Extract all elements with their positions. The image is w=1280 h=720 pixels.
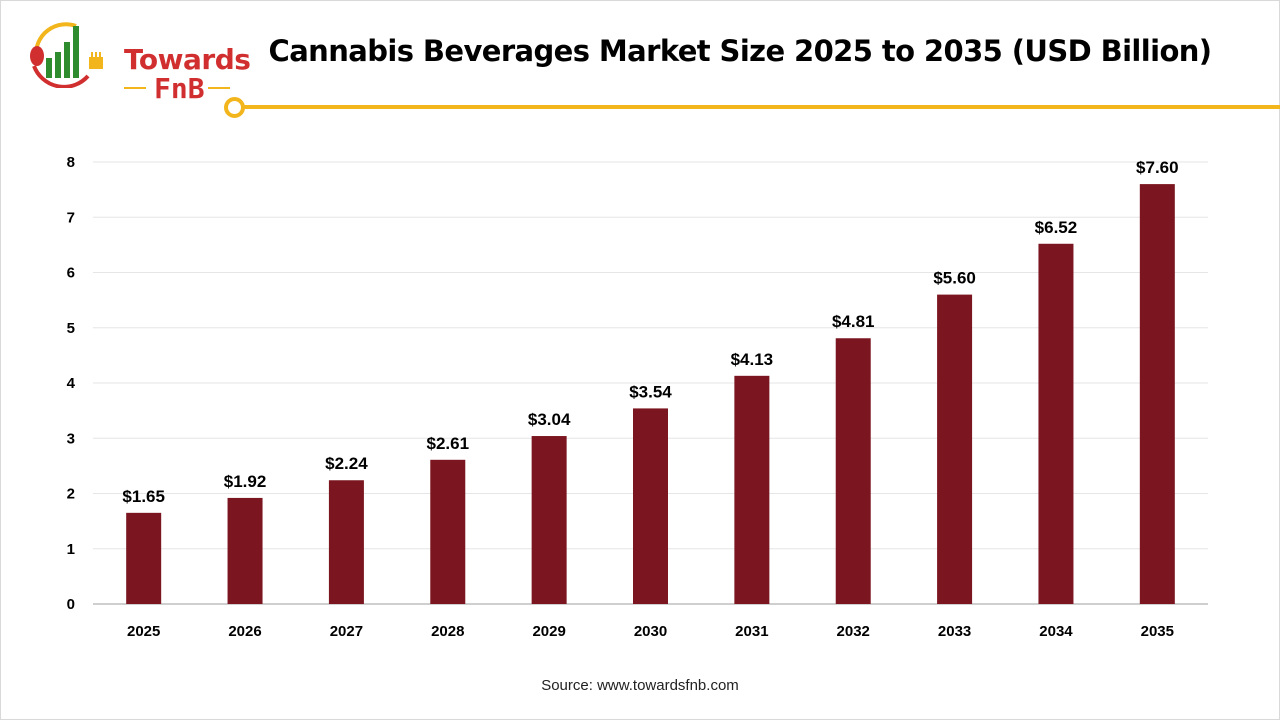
y-tick-label: 0	[67, 596, 75, 613]
y-tick-label: 4	[67, 375, 76, 392]
x-tick-label: 2026	[228, 623, 261, 640]
bar	[633, 408, 668, 604]
data-label: $2.24	[325, 454, 368, 473]
logo-icon	[30, 22, 103, 89]
x-tick-label: 2032	[837, 623, 870, 640]
bar	[1038, 243, 1074, 604]
y-tick-label: 7	[67, 209, 75, 226]
y-tick-label: 6	[67, 265, 75, 282]
x-tick-label: 2025	[127, 623, 160, 640]
y-tick-label: 3	[67, 430, 75, 447]
x-tick-label: 2028	[431, 623, 464, 640]
data-label: $1.65	[122, 487, 165, 506]
data-label: $7.60	[1136, 158, 1179, 177]
logo-text-fnb: FnB	[154, 72, 205, 105]
chart-title: Cannabis Beverages Market Size 2025 to 2…	[268, 34, 1213, 68]
data-label: $2.61	[426, 434, 469, 453]
bar	[430, 459, 466, 604]
logo-text-towards: Towards	[124, 43, 251, 76]
bar	[227, 497, 263, 604]
bar	[126, 512, 162, 604]
x-tick-label: 2035	[1141, 623, 1174, 640]
x-tick-label: 2027	[330, 623, 363, 640]
title-underline	[242, 105, 1280, 109]
logo-divider	[124, 87, 146, 89]
y-tick-label: 8	[67, 154, 75, 171]
bar	[835, 338, 871, 604]
logo-divider	[208, 87, 230, 89]
x-tick-label: 2029	[532, 623, 565, 640]
y-tick-label: 1	[67, 541, 75, 558]
bar	[531, 436, 567, 604]
x-tick-label: 2034	[1039, 623, 1073, 640]
x-tick-label: 2033	[938, 623, 971, 640]
bar	[734, 375, 770, 604]
towards-fnb-logo: Towards FnB	[26, 18, 251, 105]
data-label: $1.92	[224, 472, 267, 491]
data-label: $4.81	[832, 312, 875, 331]
data-label: $4.13	[731, 350, 774, 369]
x-tick-label: 2030	[634, 623, 667, 640]
bar	[937, 294, 973, 604]
data-label: $3.54	[629, 382, 672, 401]
y-tick-label: 5	[67, 320, 75, 337]
bar	[328, 480, 364, 604]
source-note: Source: www.towardsfnb.com	[541, 677, 739, 694]
x-tick-label: 2031	[735, 623, 768, 640]
data-label: $6.52	[1035, 218, 1078, 237]
data-label: $5.60	[933, 269, 976, 288]
y-tick-label: 2	[67, 486, 75, 503]
data-label: $3.04	[528, 410, 571, 429]
title-underline-ring	[224, 97, 245, 118]
bar	[1139, 184, 1175, 604]
